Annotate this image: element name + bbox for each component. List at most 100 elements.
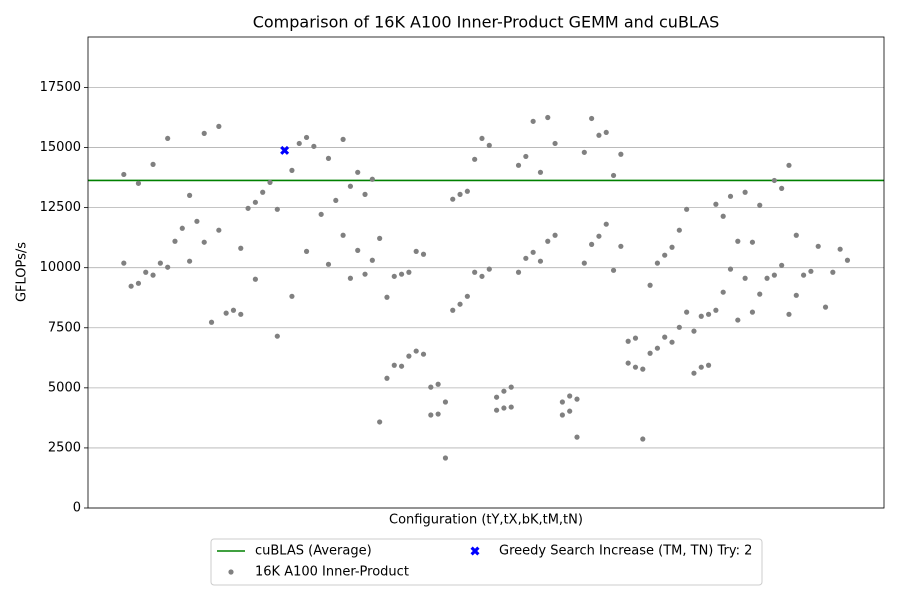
y-tick-label: 12500 — [40, 200, 81, 215]
point — [786, 311, 792, 317]
point — [420, 351, 427, 357]
y-tick-label: 2500 — [48, 440, 81, 455]
point — [589, 241, 595, 247]
point — [391, 362, 397, 368]
point — [647, 282, 653, 288]
point — [691, 370, 697, 376]
point — [749, 239, 756, 245]
point — [289, 293, 295, 299]
point — [479, 273, 485, 279]
point — [325, 261, 332, 267]
point — [355, 169, 361, 175]
point — [698, 313, 704, 319]
legend-box — [210, 538, 763, 586]
point — [179, 225, 185, 231]
y-tick-label: 15000 — [40, 140, 81, 155]
point — [413, 348, 419, 354]
point — [537, 258, 544, 264]
point — [172, 238, 178, 244]
point — [596, 132, 602, 138]
point — [735, 317, 741, 323]
point — [654, 345, 661, 351]
point — [676, 227, 682, 233]
y-axis-label: GFLOPs/s — [15, 242, 30, 302]
point — [625, 360, 631, 366]
point — [786, 162, 792, 168]
point — [201, 130, 207, 136]
point — [347, 183, 354, 189]
point — [749, 309, 756, 315]
point — [245, 205, 251, 211]
point — [654, 260, 661, 266]
point — [260, 189, 266, 195]
point — [559, 399, 565, 405]
point — [771, 177, 777, 184]
point — [391, 273, 397, 279]
point — [369, 257, 375, 263]
point — [143, 269, 149, 275]
point — [727, 193, 734, 199]
point — [567, 408, 573, 414]
point — [764, 275, 770, 281]
point — [567, 393, 573, 399]
point — [493, 407, 500, 413]
point — [837, 246, 843, 252]
chart-title: Comparison of 16K A100 Inner-Product GEM… — [253, 13, 720, 32]
point — [589, 115, 595, 122]
point — [618, 151, 624, 157]
point — [135, 180, 142, 186]
point — [267, 179, 273, 185]
point — [559, 412, 565, 418]
point — [457, 191, 463, 198]
point — [713, 307, 719, 313]
point — [779, 185, 785, 191]
point — [296, 140, 302, 147]
point — [552, 232, 558, 238]
point — [545, 114, 551, 121]
point — [252, 199, 258, 205]
point — [676, 324, 682, 330]
point — [230, 307, 237, 313]
point — [150, 272, 156, 278]
point — [398, 363, 405, 369]
point — [435, 381, 441, 387]
point — [771, 272, 777, 278]
point — [669, 244, 675, 250]
point — [713, 201, 719, 207]
point — [318, 211, 324, 217]
point — [223, 310, 229, 316]
point — [121, 171, 127, 178]
point — [523, 153, 529, 160]
point — [815, 243, 821, 249]
point — [523, 255, 529, 261]
point — [757, 202, 763, 208]
point — [187, 258, 193, 264]
point — [340, 136, 346, 142]
point — [428, 384, 434, 390]
point — [311, 143, 317, 149]
legend-label: 16K A100 Inner-Product — [255, 565, 409, 580]
point — [662, 334, 668, 340]
point — [479, 135, 485, 142]
point — [228, 569, 234, 575]
point — [121, 260, 127, 266]
point — [632, 335, 639, 341]
point — [705, 362, 712, 368]
point — [640, 366, 646, 372]
point — [362, 271, 368, 277]
y-tick-label: 0 — [73, 501, 81, 516]
point — [830, 269, 836, 275]
point — [398, 271, 405, 277]
point — [493, 394, 500, 400]
point — [362, 191, 368, 198]
point — [406, 269, 412, 275]
point — [355, 247, 361, 253]
point — [187, 192, 193, 198]
point — [384, 294, 390, 300]
point — [472, 269, 478, 275]
point — [216, 123, 222, 129]
point — [618, 243, 624, 249]
point — [530, 249, 536, 255]
